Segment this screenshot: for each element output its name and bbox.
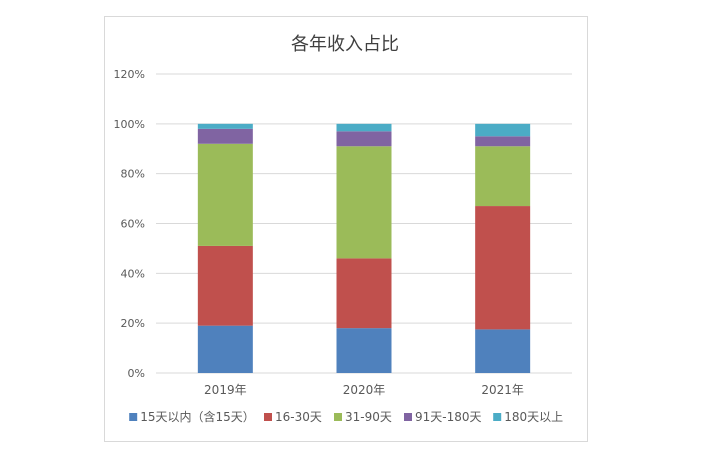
y-tick-label: 60% [121, 218, 145, 231]
legend-label: 31-90天 [345, 410, 392, 424]
bar-segment [197, 245, 253, 326]
x-tick-label: 2021年 [481, 383, 524, 397]
legend-label: 91天-180天 [415, 410, 482, 424]
x-tick-label: 2019年 [204, 383, 247, 397]
bar-segment [475, 146, 531, 207]
bar-segment [475, 123, 531, 137]
bar-segment [197, 128, 253, 144]
y-tick-label: 40% [121, 267, 145, 280]
bar-segment [336, 123, 392, 132]
legend-swatch [264, 413, 272, 421]
y-tick-label: 120% [114, 68, 145, 81]
bar-segment [336, 131, 392, 147]
legend-swatch [334, 413, 342, 421]
y-tick-label: 20% [121, 317, 145, 330]
y-tick-label: 80% [121, 168, 145, 181]
y-tick-label: 0% [128, 367, 145, 380]
bar-segment [336, 328, 392, 373]
bar-segment [197, 123, 253, 129]
y-tick-label: 100% [114, 118, 145, 131]
legend-label: 15天以内（含15天） [140, 409, 255, 424]
x-tick-label: 2020年 [343, 383, 386, 397]
bar-segment [475, 329, 531, 373]
bar-segment [197, 143, 253, 246]
chart-title: 各年收入占比 [291, 34, 399, 55]
legend-swatch [129, 413, 138, 421]
bar-segment [475, 206, 531, 330]
bar-segment [197, 325, 253, 373]
legend-label: 180天以上 [504, 410, 563, 424]
bar-segment [475, 136, 531, 147]
legend-label: 16-30天 [275, 410, 322, 424]
legend-swatch [493, 413, 502, 421]
bar-segment [336, 258, 392, 329]
legend-swatch [404, 413, 412, 421]
bar-segment [336, 146, 392, 259]
